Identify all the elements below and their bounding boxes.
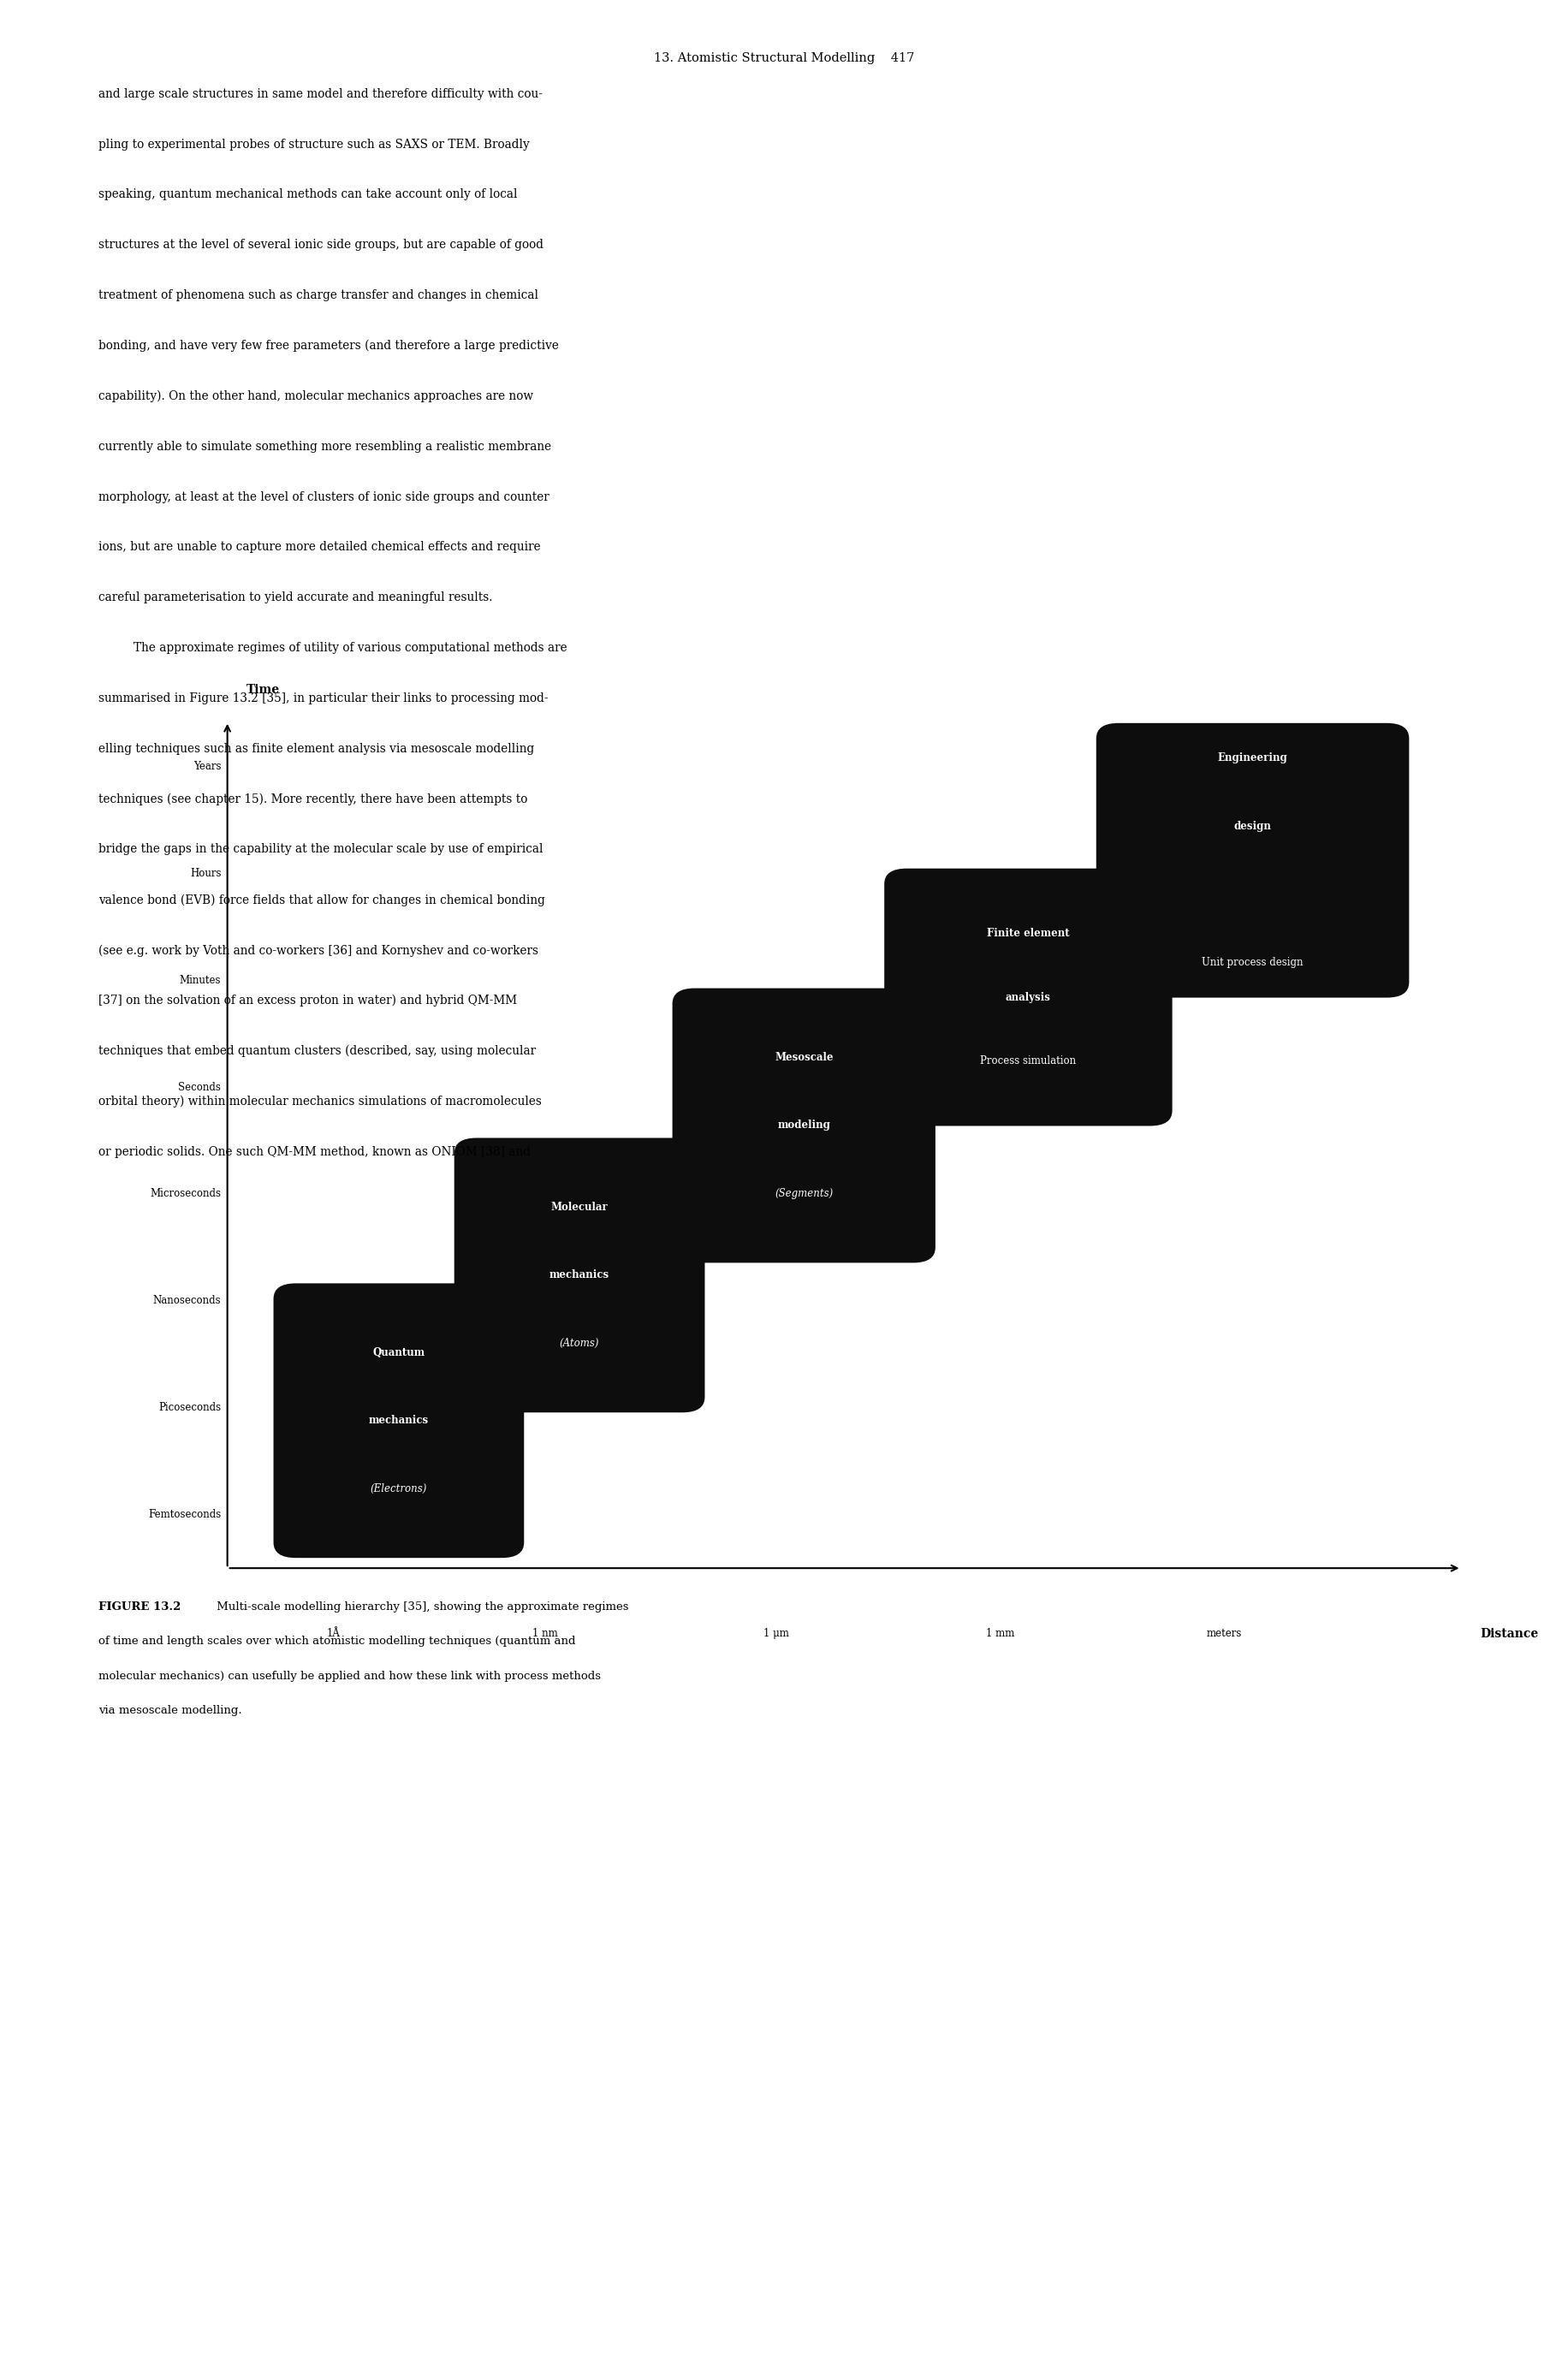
Text: The approximate regimes of utility of various computational methods are: The approximate regimes of utility of va… [133, 642, 568, 653]
Text: modeling: modeling [778, 1119, 831, 1131]
Text: molecular mechanics) can usefully be applied and how these link with process met: molecular mechanics) can usefully be app… [99, 1670, 601, 1682]
Text: Years: Years [193, 760, 221, 772]
FancyBboxPatch shape [1096, 722, 1410, 998]
Text: and large scale structures in same model and therefore difficulty with cou-: and large scale structures in same model… [99, 88, 543, 100]
Text: Engineering: Engineering [1218, 753, 1287, 763]
Text: Time: Time [246, 684, 279, 696]
Text: or periodic solids. One such QM-MM method, known as ONIOM [38] and: or periodic solids. One such QM-MM metho… [99, 1145, 532, 1157]
Text: currently able to simulate something more resembling a realistic membrane: currently able to simulate something mor… [99, 440, 552, 451]
Text: bonding, and have very few free parameters (and therefore a large predictive: bonding, and have very few free paramete… [99, 340, 560, 352]
Text: Hours: Hours [190, 867, 221, 879]
Text: Mesoscale: Mesoscale [775, 1053, 833, 1062]
Text: via mesoscale modelling.: via mesoscale modelling. [99, 1706, 241, 1715]
Text: careful parameterisation to yield accurate and meaningful results.: careful parameterisation to yield accura… [99, 592, 492, 604]
Text: 1 nm: 1 nm [533, 1628, 558, 1639]
FancyBboxPatch shape [884, 870, 1173, 1126]
Text: treatment of phenomena such as charge transfer and changes in chemical: treatment of phenomena such as charge tr… [99, 290, 539, 302]
Text: of time and length scales over which atomistic modelling techniques (quantum and: of time and length scales over which ato… [99, 1635, 575, 1647]
FancyBboxPatch shape [273, 1283, 524, 1559]
Text: 1 μm: 1 μm [764, 1628, 789, 1639]
Text: (see e.g. work by Voth and co-workers [36] and Kornyshev and co-workers: (see e.g. work by Voth and co-workers [3… [99, 943, 539, 958]
Text: techniques that embed quantum clusters (described, say, using molecular: techniques that embed quantum clusters (… [99, 1045, 536, 1057]
Text: Microseconds: Microseconds [151, 1188, 221, 1200]
Text: Finite element: Finite element [986, 929, 1069, 939]
Text: 1Å: 1Å [326, 1628, 340, 1639]
Text: Multi-scale modelling hierarchy [35], showing the approximate regimes: Multi-scale modelling hierarchy [35], sh… [213, 1601, 629, 1613]
Text: ions, but are unable to capture more detailed chemical effects and require: ions, but are unable to capture more det… [99, 542, 541, 554]
Text: Quantum: Quantum [373, 1347, 425, 1359]
Text: 1 mm: 1 mm [986, 1628, 1014, 1639]
Text: meters: meters [1207, 1628, 1242, 1639]
FancyBboxPatch shape [673, 988, 936, 1262]
Text: structures at the level of several ionic side groups, but are capable of good: structures at the level of several ionic… [99, 240, 544, 252]
Text: summarised in Figure 13.2 [35], in particular their links to processing mod-: summarised in Figure 13.2 [35], in parti… [99, 691, 549, 703]
FancyBboxPatch shape [455, 1138, 704, 1411]
Text: valence bond (EVB) force fields that allow for changes in chemical bonding: valence bond (EVB) force fields that all… [99, 893, 546, 905]
Text: [37] on the solvation of an excess proton in water) and hybrid QM-MM: [37] on the solvation of an excess proto… [99, 996, 517, 1007]
Text: capability). On the other hand, molecular mechanics approaches are now: capability). On the other hand, molecula… [99, 390, 533, 402]
Text: Minutes: Minutes [180, 974, 221, 986]
Text: speaking, quantum mechanical methods can take account only of local: speaking, quantum mechanical methods can… [99, 188, 517, 200]
Text: (Segments): (Segments) [775, 1188, 833, 1200]
Text: design: design [1234, 820, 1272, 832]
Text: Distance: Distance [1480, 1628, 1538, 1639]
Text: Femtoseconds: Femtoseconds [147, 1509, 221, 1521]
Text: elling techniques such as finite element analysis via mesoscale modelling: elling techniques such as finite element… [99, 744, 535, 756]
Text: techniques (see chapter 15). More recently, there have been attempts to: techniques (see chapter 15). More recent… [99, 794, 528, 805]
Text: Unit process design: Unit process design [1203, 958, 1303, 969]
Text: mechanics: mechanics [549, 1269, 610, 1281]
Text: (Atoms): (Atoms) [560, 1338, 599, 1350]
Text: Picoseconds: Picoseconds [158, 1402, 221, 1414]
Text: bridge the gaps in the capability at the molecular scale by use of empirical: bridge the gaps in the capability at the… [99, 843, 544, 855]
Text: Nanoseconds: Nanoseconds [154, 1295, 221, 1307]
Text: pling to experimental probes of structure such as SAXS or TEM. Broadly: pling to experimental probes of structur… [99, 138, 530, 150]
Text: Process simulation: Process simulation [980, 1055, 1076, 1067]
Text: morphology, at least at the level of clusters of ionic side groups and counter: morphology, at least at the level of clu… [99, 492, 550, 504]
Text: mechanics: mechanics [368, 1416, 428, 1426]
Text: Molecular: Molecular [550, 1202, 608, 1212]
Text: 13. Atomistic Structural Modelling    417: 13. Atomistic Structural Modelling 417 [654, 52, 914, 64]
Text: FIGURE 13.2: FIGURE 13.2 [99, 1601, 182, 1613]
Text: analysis: analysis [1005, 991, 1051, 1003]
Text: Seconds: Seconds [179, 1081, 221, 1093]
Text: (Electrons): (Electrons) [370, 1483, 426, 1495]
Text: orbital theory) within molecular mechanics simulations of macromolecules: orbital theory) within molecular mechani… [99, 1095, 543, 1107]
